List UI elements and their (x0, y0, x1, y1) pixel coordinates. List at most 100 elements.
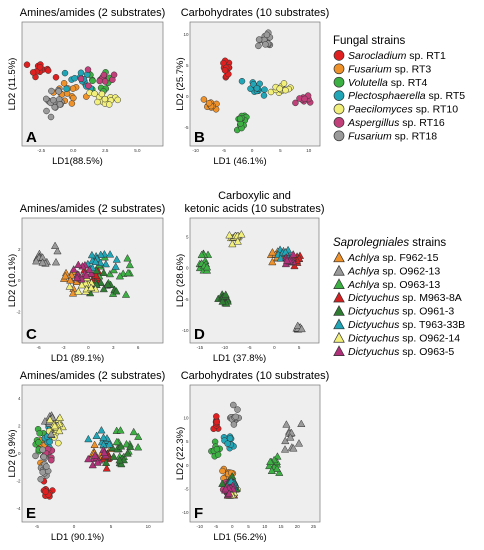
legend-marker (333, 63, 345, 75)
panel-a: Amines/amides (2 substrates) LD1(88.5%) LD… (7, 7, 165, 167)
point-achlya-sp-o963-13 (129, 427, 138, 436)
x-tick-label: 5 (279, 148, 282, 153)
legend-marker (333, 117, 345, 128)
point-sarocladium-sp-rt1 (36, 64, 44, 71)
point-dictyuchus-sp-o963-5 (86, 269, 96, 277)
point-volutella-sp-rt4 (236, 115, 244, 123)
point-dictyuchus-sp-o963-5 (90, 451, 100, 459)
legend-marker (333, 251, 345, 263)
point-aspergillus-sp-rt16 (110, 71, 118, 79)
panel-letter: B (194, 129, 205, 146)
y-axis-label: LD2 (25.7%) (175, 57, 186, 110)
legend-marker (333, 103, 345, 115)
y-axis-label: LD2 (22.3%) (175, 427, 186, 480)
point-achlya-sp-o963-13 (202, 262, 212, 271)
point-dictyuchus-sp-o961-3 (112, 286, 121, 295)
legend-marker (333, 90, 345, 101)
legend-marker (333, 76, 345, 88)
point-sarocladium-sp-rt1 (52, 74, 60, 81)
legend-label: Dictyuchus sp. O963-5 (348, 346, 454, 358)
point-volutella-sp-rt4 (213, 445, 221, 453)
point-dictyuchus-sp-o963-5 (84, 454, 93, 463)
point-fusarium-sp-rt18 (230, 401, 237, 409)
legend-item: Achlya sp. O963-13 (333, 278, 440, 291)
point-fusarium-sp-rt18 (263, 31, 271, 39)
point-achlya-sp-o962-13 (294, 439, 304, 447)
point-achlya-sp-o963-13 (121, 290, 131, 298)
x-tick-label: 15 (278, 524, 284, 529)
x-axis-label: LD1(88.5%) (52, 156, 103, 167)
legend-label: Paecilomyces sp. RT10 (348, 104, 458, 116)
point-plectosphaerella-sp-rt5 (261, 86, 268, 93)
point-paecilomyces-sp-rt10 (105, 101, 113, 108)
point-dictyuchus-sp-t963-33b (91, 257, 100, 266)
point-fusarium-sp-rt3 (60, 80, 68, 87)
point-sarocladium-sp-rt1 (221, 67, 229, 74)
x-tick-label: 5 (110, 524, 113, 529)
x-tick-label: -5 (248, 345, 252, 350)
legend-item: Achlya sp. O962-13 (333, 264, 440, 277)
panel-letter: A (26, 129, 37, 146)
legend-label: Plectosphaerella sp. RT5 (348, 90, 465, 102)
x-tick-label: 5 (247, 524, 250, 529)
point-dictyuchus-sp-t963-33b (105, 250, 115, 258)
point-fusarium-sp-rt18 (48, 87, 55, 95)
point-dictyuchus-sp-o963-5 (221, 484, 230, 493)
legend-marker (333, 305, 345, 316)
y-tick-label: 2 (18, 247, 21, 252)
point-plectosphaerella-sp-rt5 (46, 438, 53, 446)
legend-label: Achlya sp. O962-13 (347, 265, 440, 277)
panel-b: Carbohydrates (10 substrates) LD1 (46.1%)… (175, 7, 329, 167)
legend-item: Aspergillus sp. RT16 (333, 117, 445, 129)
point-paecilomyces-sp-rt10 (282, 86, 289, 94)
legend-label: Volutella sp. RT4 (348, 77, 428, 89)
point-aspergillus-sp-rt16 (48, 456, 55, 464)
points (32, 241, 134, 298)
point-achlya-sp-f962-15 (268, 247, 277, 256)
y-axis-label: LD2 (9.9%) (7, 429, 18, 477)
x-tick-label: -2.5 (37, 148, 45, 153)
x-tick-label: -5 (214, 524, 218, 529)
legend-item: Dictyuchus sp. M963-8A (333, 291, 462, 304)
point-dictyuchus-sp-o963-5 (82, 271, 91, 279)
point-aspergillus-sp-rt16 (101, 78, 109, 85)
x-tick-label: -10 (221, 345, 228, 350)
point-dictyuchus-sp-o962-14 (55, 413, 64, 421)
point-fusarium-sp-rt18 (56, 101, 64, 108)
y-axis-label: LD2 (28.6%) (175, 254, 186, 307)
point-fusarium-sp-rt18 (51, 103, 58, 111)
point-achlya-sp-o963-13 (123, 268, 133, 277)
point-plectosphaerella-sp-rt5 (247, 85, 254, 92)
legend-title: Fungal strains (333, 35, 405, 47)
x-tick-label: -10 (192, 148, 199, 153)
point-dictyuchus-sp-o961-3 (218, 479, 227, 487)
point-achlya-sp-o963-13 (275, 468, 284, 476)
point-achlya-sp-o962-13 (51, 257, 61, 266)
legend-item: Sarocladium sp. RT1 (333, 50, 446, 62)
point-fusarium-sp-rt18 (42, 95, 50, 103)
point-achlya-sp-o963-13 (197, 250, 206, 259)
x-tick-label: -15 (197, 345, 204, 350)
points (32, 411, 143, 500)
y-tick-label: 10 (183, 416, 189, 421)
point-dictyuchus-sp-o962-14 (237, 230, 246, 238)
point-achlya-sp-o962-13 (50, 241, 60, 249)
legend-marker (333, 291, 345, 303)
legend-marker (333, 278, 345, 289)
point-paecilomyces-sp-rt10 (280, 80, 288, 87)
point-sarocladium-sp-rt1 (23, 61, 31, 68)
point-fusarium-sp-rt18 (32, 452, 39, 460)
point-dictyuchus-sp-o961-3 (99, 268, 108, 276)
point-achlya-sp-f962-15 (268, 257, 277, 266)
point-sarocladium-sp-rt1 (220, 59, 227, 67)
point-plectosphaerella-sp-rt5 (253, 85, 261, 92)
point-aspergillus-sp-rt16 (77, 75, 85, 83)
legend-marker (333, 130, 345, 142)
point-achlya-sp-o962-13 (286, 433, 295, 441)
point-dictyuchus-sp-t963-33b (276, 254, 285, 262)
legend-item: Achlya sp. F962-15 (333, 251, 439, 264)
point-achlya-sp-o963-13 (115, 271, 125, 280)
y-tick-label: -4 (16, 506, 20, 511)
x-tick-label: 0 (73, 524, 76, 529)
legend-marker (333, 50, 345, 61)
